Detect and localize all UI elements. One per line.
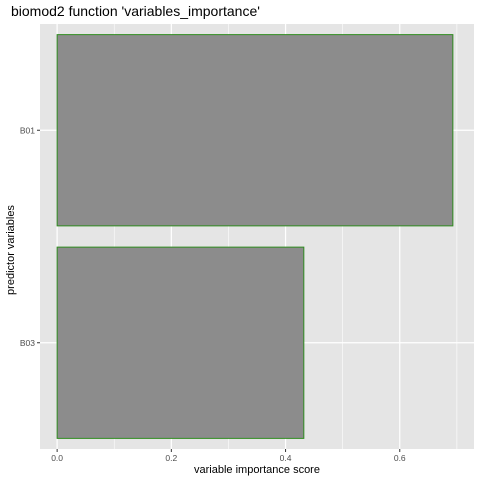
x-tick-label: 0.6 xyxy=(394,453,406,463)
y-axis-title: predictor variables xyxy=(5,205,17,295)
chart-title: biomod2 function 'variables_importance' xyxy=(11,3,260,19)
y-axis: B01 B03 xyxy=(20,125,40,348)
x-tick-label: 0.2 xyxy=(165,453,177,463)
y-tick-label: B01 xyxy=(20,125,35,135)
bar-b01 xyxy=(56,34,454,227)
bar-b03 xyxy=(56,246,305,439)
bars xyxy=(56,34,454,439)
x-axis-title: variable importance score xyxy=(194,464,320,476)
x-tick-label: 0.0 xyxy=(51,453,63,463)
y-tick-label: B03 xyxy=(20,338,35,348)
x-axis: 0.0 0.2 0.4 0.6 xyxy=(51,449,406,463)
x-tick-label: 0.4 xyxy=(280,453,292,463)
